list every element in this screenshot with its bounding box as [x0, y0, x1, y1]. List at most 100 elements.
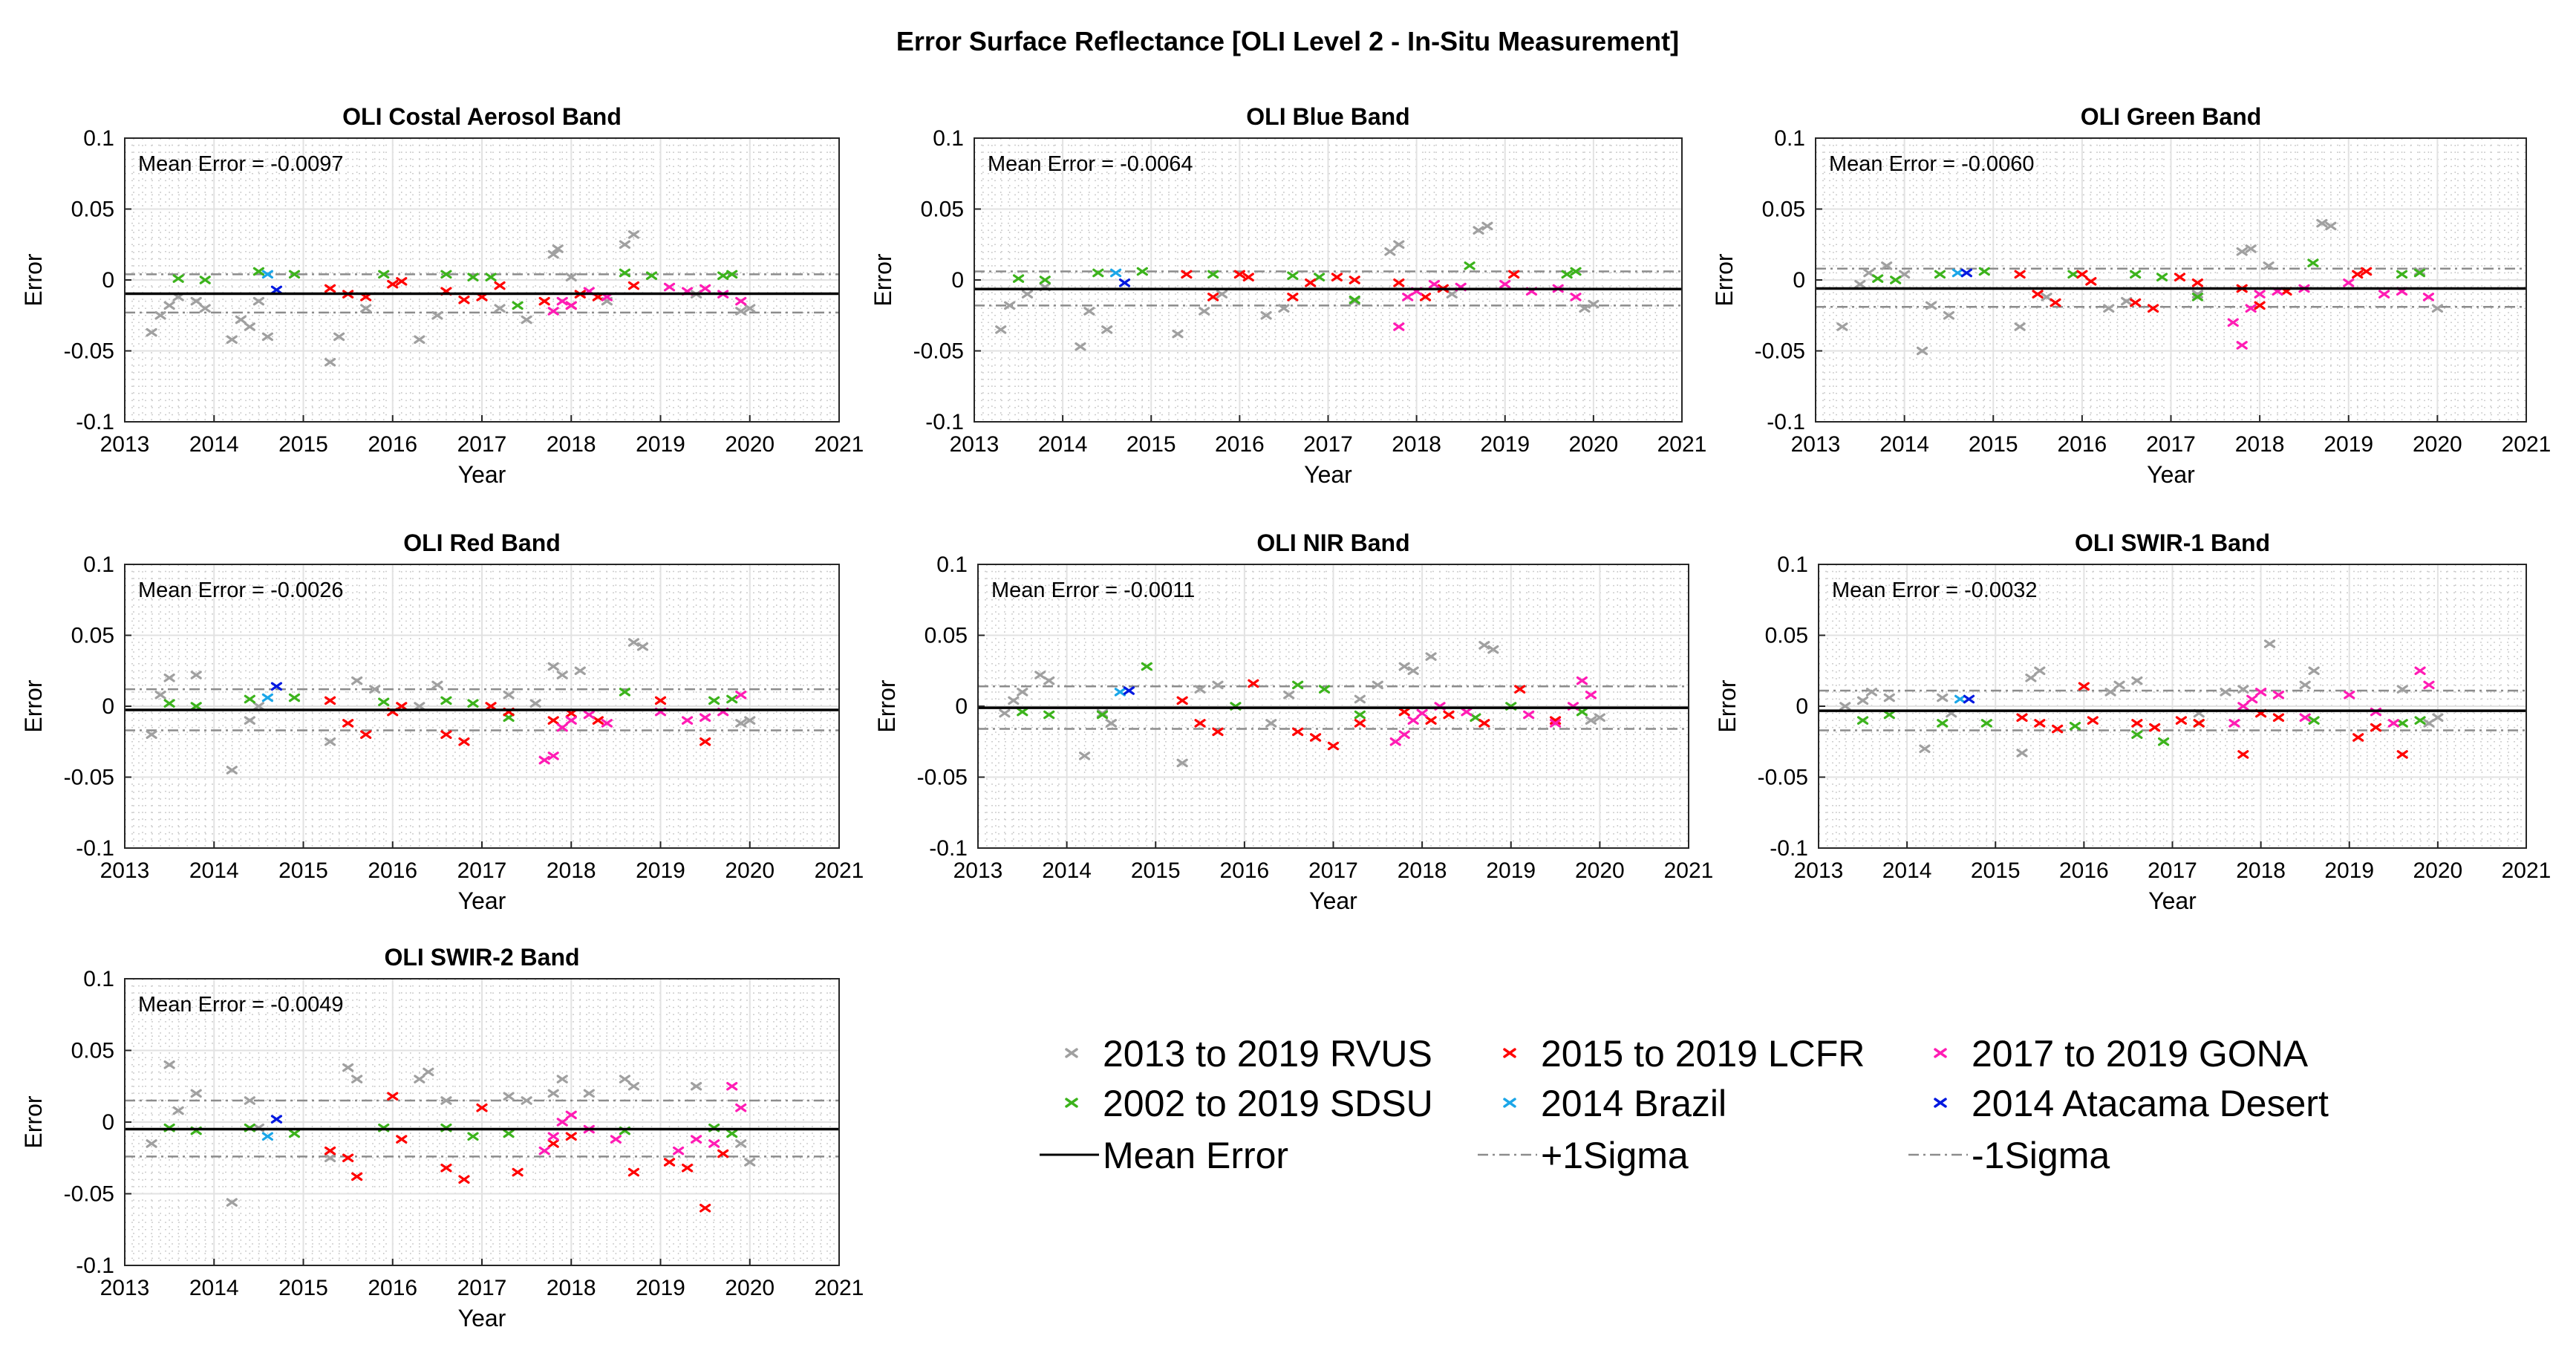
x-tick-label: 2015	[1971, 858, 2021, 883]
data-point	[1883, 710, 1895, 720]
data-point	[485, 702, 497, 711]
data-point	[190, 702, 202, 711]
data-point	[351, 676, 363, 685]
data-point	[1008, 696, 1020, 705]
data-point	[369, 685, 381, 694]
y-tick-label: 0.05	[921, 198, 964, 222]
grid	[124, 978, 840, 1266]
data-point	[1428, 279, 1441, 289]
data-point	[154, 690, 166, 700]
data-point	[2387, 719, 2399, 728]
legend-label: 2014 Atacama Desert	[1972, 1083, 2329, 1124]
data-point	[2237, 685, 2249, 694]
data-point	[288, 1129, 301, 1138]
data-point	[2156, 273, 2168, 281]
data-point	[1446, 290, 1458, 299]
y-tick-label: -0.1	[925, 410, 964, 434]
x-tick-label: 2021	[815, 1276, 864, 1300]
data-point	[1083, 307, 1095, 316]
x-tick-label: 2020	[1569, 432, 1619, 457]
y-tick-label: 0	[102, 268, 114, 293]
x-tick-label: 2016	[1215, 432, 1265, 457]
data-point	[1865, 688, 1878, 697]
data-point	[547, 752, 559, 760]
series-SDSU	[1012, 261, 1582, 304]
y-tick-label: 0	[102, 694, 114, 719]
series-Atacama	[1963, 694, 1975, 704]
x-axis-label: Year	[1304, 461, 1352, 488]
data-point	[1856, 696, 1869, 705]
series-Brazil	[261, 270, 273, 279]
x-tick-label: 2015	[1131, 858, 1181, 883]
data-point	[1407, 666, 1419, 676]
data-point	[547, 1139, 559, 1148]
data-point	[681, 716, 694, 725]
data-point	[1398, 707, 1410, 717]
x-tick-label: 2019	[636, 858, 685, 883]
data-point	[1899, 270, 1911, 279]
data-point	[146, 327, 157, 337]
data-point	[565, 301, 577, 310]
y-tick-label: -0.05	[64, 1182, 114, 1207]
data-point	[735, 1103, 747, 1112]
data-point	[458, 737, 470, 746]
y-tick-label: -0.05	[1758, 766, 1808, 790]
data-point	[163, 1060, 175, 1069]
series-RVUS	[146, 638, 756, 775]
data-point	[146, 1139, 157, 1148]
data-point	[1207, 293, 1219, 301]
x-tick-label: 2016	[2059, 858, 2109, 883]
legend-label: +1Sigma	[1541, 1135, 1689, 1176]
data-point	[619, 268, 631, 278]
data-point	[2352, 270, 2364, 279]
panel-4: 2013 2014 2015 2016 2017 2018 2019 2020 2021 0.1 0…	[20, 529, 864, 914]
data-point	[1393, 240, 1405, 250]
panel-title: OLI Green Band	[2081, 103, 2262, 130]
data-point	[1021, 290, 1034, 299]
data-point	[1473, 226, 1484, 235]
data-point	[1039, 276, 1051, 284]
x-tick-label: 2020	[725, 432, 775, 457]
x-axis-label: Year	[458, 887, 506, 914]
data-point	[226, 335, 238, 345]
y-tick-label: -0.05	[1755, 339, 1805, 364]
data-point	[440, 696, 452, 705]
data-point	[2085, 277, 2097, 286]
data-point	[1181, 270, 1193, 279]
data-point	[190, 671, 202, 679]
series-RVUS	[146, 230, 756, 367]
data-point	[2174, 273, 2186, 281]
data-point	[1114, 688, 1126, 697]
data-point	[1096, 710, 1109, 720]
x-tick-label: 2013	[100, 858, 150, 883]
data-point	[235, 315, 247, 325]
data-point	[2228, 719, 2240, 728]
data-point	[1207, 270, 1219, 279]
data-point	[1283, 690, 1295, 700]
data-point	[1287, 293, 1299, 301]
data-point	[2343, 278, 2355, 287]
data-point	[1934, 270, 1946, 279]
panels: 2013 2014 2015 2016 2017 2018 2019 2020 2021 0.1 0…	[20, 103, 2551, 1331]
data-point	[2263, 261, 2275, 270]
data-point	[261, 270, 273, 279]
data-point	[1425, 716, 1437, 725]
y-tick-label: -0.1	[929, 836, 968, 861]
grid	[1818, 564, 2527, 849]
data-point	[2236, 247, 2248, 256]
data-point	[2157, 737, 2170, 746]
data-point	[360, 304, 372, 313]
data-point	[261, 1132, 273, 1141]
data-point	[521, 1096, 532, 1105]
data-point	[1292, 680, 1304, 690]
data-point	[1425, 652, 1437, 661]
data-point	[619, 240, 631, 250]
x-tick-label: 2014	[189, 858, 239, 883]
data-point	[1398, 662, 1410, 671]
data-point	[2272, 713, 2285, 723]
data-point	[467, 699, 479, 708]
data-point	[414, 335, 425, 345]
data-point	[2423, 680, 2435, 690]
data-point	[2272, 690, 2285, 700]
data-point	[1570, 267, 1582, 276]
